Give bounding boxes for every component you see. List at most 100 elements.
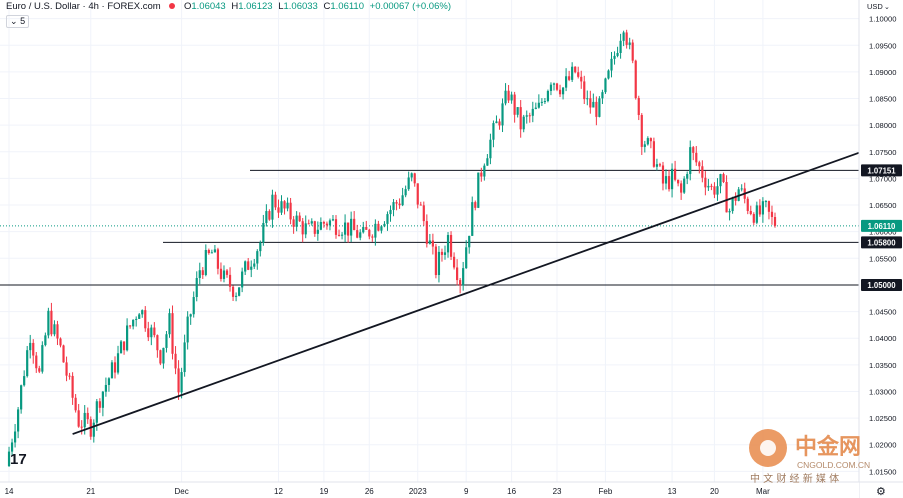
symbol-title[interactable]: Euro / U.S. Dollar · 4h · FOREX.com — [6, 1, 161, 12]
indicator-toggle[interactable]: ⌄ 5 — [6, 15, 30, 28]
candle-body — [456, 267, 459, 281]
candle-body — [462, 268, 465, 286]
candle-body — [68, 375, 71, 377]
candle-body — [10, 442, 14, 452]
candle-body — [552, 83, 556, 85]
candle-body — [677, 179, 680, 184]
candle-body — [459, 280, 462, 286]
candle-body — [758, 205, 761, 215]
price-tick-label: 1.06500 — [869, 201, 896, 210]
price-tick-label: 1.07500 — [869, 148, 896, 157]
candle-body — [534, 107, 537, 109]
candle-body — [331, 219, 335, 221]
candle-body — [692, 147, 695, 153]
candle-body — [425, 221, 428, 244]
candle-body — [670, 168, 674, 190]
candle-body — [407, 177, 410, 190]
chevron-down-icon: ⌄ — [10, 16, 18, 26]
currency-chevron-icon[interactable]: ⌄ — [884, 3, 890, 11]
candle-body — [446, 234, 450, 253]
candle-body — [770, 211, 774, 218]
candle-body — [431, 240, 434, 247]
candle-body — [589, 98, 592, 108]
candle-body — [661, 165, 665, 184]
candle-body — [749, 210, 752, 215]
change-value: +0.00067 (+0.06%) — [369, 1, 451, 12]
candle-body — [380, 226, 383, 231]
price-tick-label: 1.04500 — [869, 308, 896, 317]
tradingview-logo[interactable]: 17 — [10, 451, 27, 468]
candle-body — [86, 412, 89, 420]
candle-body — [389, 209, 392, 215]
candle-body — [71, 375, 74, 398]
watermark-tagline: 中 文 财 经 新 媒 体 — [750, 472, 839, 485]
candle-body — [404, 189, 407, 196]
high-key: H — [231, 1, 239, 12]
candle-body — [289, 202, 292, 220]
candle-body — [507, 90, 510, 101]
candle-body — [17, 409, 20, 432]
candle-body — [183, 342, 186, 373]
candle-body — [277, 207, 280, 213]
candle-body — [265, 211, 268, 224]
candle-body — [26, 350, 29, 377]
candle-body — [392, 202, 395, 210]
candle-body — [177, 368, 180, 393]
candle-body — [343, 222, 347, 235]
candle-body — [368, 229, 371, 237]
candle-body — [555, 83, 559, 90]
time-axis-panel — [0, 482, 859, 498]
candle-body — [383, 223, 386, 227]
candle-body — [604, 78, 607, 93]
candle-body — [583, 81, 586, 100]
candle-body — [292, 219, 295, 227]
candle-body — [571, 66, 574, 80]
candle-body — [595, 101, 598, 117]
price-tick-label: 1.01500 — [869, 467, 896, 476]
candle-body — [101, 391, 104, 408]
candle-body — [219, 268, 223, 279]
candle-body — [228, 274, 232, 287]
candle-body — [558, 89, 562, 95]
price-tick-label: 1.07000 — [869, 174, 896, 183]
candle-body — [98, 401, 101, 408]
candle-body — [23, 376, 26, 386]
candle-body — [501, 103, 504, 126]
candle-body — [207, 250, 210, 254]
trendline[interactable] — [72, 142, 885, 435]
candle-body — [646, 138, 649, 145]
candle-body — [598, 98, 601, 117]
level-price-badge — [861, 278, 902, 291]
candle-body — [498, 121, 501, 126]
candle-body — [574, 66, 577, 73]
indicator-count: 5 — [20, 16, 26, 26]
candle-body — [234, 295, 238, 297]
candle-body — [204, 250, 207, 275]
candle-body — [519, 107, 522, 130]
time-tick-label: 20 — [710, 487, 719, 496]
gear-icon[interactable]: ⚙ — [876, 485, 886, 498]
candle-body — [489, 139, 492, 159]
candle-body — [334, 219, 338, 235]
candle-body — [710, 185, 713, 187]
candle-body — [310, 221, 313, 224]
candle-body — [658, 164, 662, 166]
candle-body — [295, 215, 298, 227]
candle-body — [725, 182, 728, 213]
candle-body — [619, 40, 622, 53]
candle-body — [637, 98, 640, 116]
candle-body — [325, 223, 329, 226]
candle-body — [132, 319, 135, 327]
candle-body — [522, 116, 525, 130]
candle-body — [95, 401, 98, 423]
candle-body — [307, 223, 310, 225]
candle-body — [374, 223, 377, 238]
candle-body — [244, 261, 247, 272]
candle-body — [689, 147, 692, 175]
candle-body — [262, 223, 265, 243]
candle-body — [65, 362, 68, 376]
candle-body — [667, 176, 671, 190]
candle-body — [41, 345, 44, 372]
candle-body — [483, 165, 486, 177]
